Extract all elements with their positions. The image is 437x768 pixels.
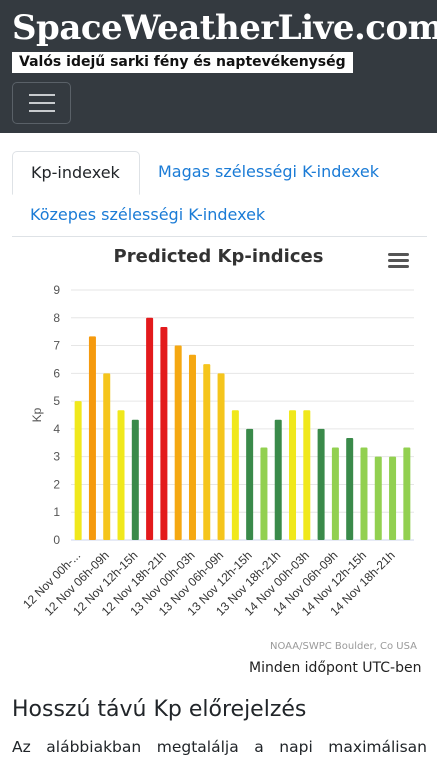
- y-tick-label: 2: [53, 477, 60, 491]
- bar: [360, 447, 368, 540]
- y-tick-label: 6: [53, 366, 60, 380]
- bar: [217, 373, 225, 540]
- navbar: SpaceWeatherLive.com Valós idejű sarki f…: [0, 0, 437, 133]
- section-heading: Hosszú távú Kp előrejelzés: [12, 697, 307, 722]
- bar: [303, 410, 311, 540]
- bar: [131, 419, 139, 540]
- bar: [246, 428, 254, 540]
- bar: [331, 447, 339, 540]
- hamburger-icon-bar: [29, 110, 55, 112]
- y-tick-label: 0: [53, 533, 60, 547]
- bar: [146, 317, 154, 540]
- chart-title: Predicted Kp-indices: [113, 246, 324, 267]
- nav-toggle-button[interactable]: [12, 82, 71, 124]
- y-tick-label: 7: [53, 339, 60, 353]
- site-tagline: Valós idejű sarki fény és naptevékenység: [12, 52, 353, 73]
- hamburger-icon: [29, 94, 55, 96]
- bar: [260, 447, 268, 540]
- bar: [346, 438, 354, 540]
- chart-credit[interactable]: NOAA/SWPC Boulder, Co USA: [270, 641, 417, 652]
- site-logo[interactable]: SpaceWeatherLive.com: [12, 8, 437, 48]
- y-tick-label: 8: [53, 311, 60, 325]
- bar: [160, 326, 168, 540]
- bar: [317, 428, 325, 540]
- tab-high-latitude-k-indexes[interactable]: Magas szélességi K-indexek: [158, 162, 380, 181]
- tab-kp-indexes[interactable]: Kp-indexek: [12, 151, 140, 195]
- bar: [374, 456, 382, 540]
- y-tick-label: 9: [53, 283, 60, 297]
- timezone-note: Minden időpont UTC-ben: [249, 660, 422, 676]
- y-tick-label: 1: [53, 505, 60, 519]
- bar: [403, 447, 411, 540]
- bar: [203, 364, 211, 540]
- bar: [74, 401, 82, 540]
- bar: [88, 336, 96, 540]
- bar: [103, 373, 111, 540]
- bar: [231, 410, 239, 540]
- tabs-divider: [12, 236, 427, 237]
- y-tick-label: 3: [53, 450, 60, 464]
- y-tick-label: 5: [53, 394, 60, 408]
- y-axis-title: Kp: [30, 407, 44, 422]
- bar: [389, 456, 397, 540]
- bar: [117, 410, 125, 540]
- bar: [188, 354, 196, 540]
- hamburger-icon-bar: [29, 102, 55, 104]
- y-tick-label: 4: [53, 422, 60, 436]
- bar: [174, 345, 182, 540]
- chart-menu-icon[interactable]: [388, 252, 410, 270]
- section-paragraph: Az alábbiakban megtalálja a napi maximál…: [12, 738, 427, 756]
- tab-mid-latitude-k-indexes[interactable]: Közepes szélességi K-indexek: [30, 205, 266, 224]
- bar: [274, 419, 282, 540]
- bar: [289, 410, 297, 540]
